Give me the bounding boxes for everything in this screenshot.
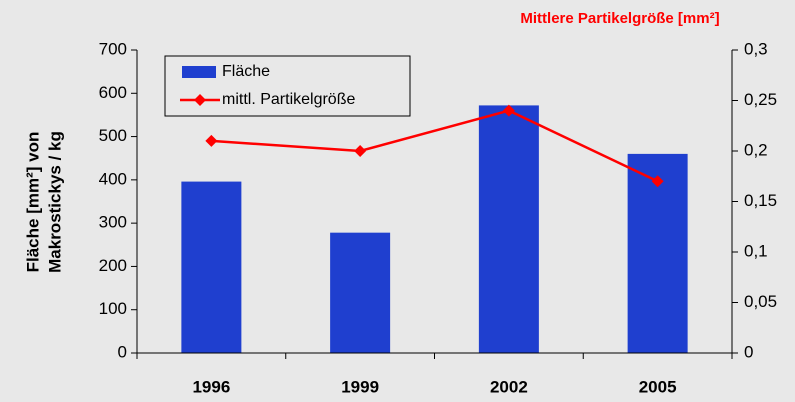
- y-tick-label: 0: [118, 342, 127, 361]
- y-tick-label: 400: [99, 169, 127, 188]
- y2-tick-label: 0,3: [744, 39, 768, 58]
- line: [211, 109, 659, 183]
- line-marker: [205, 134, 218, 147]
- legend: Fläche mittl. Partikelgröße: [164, 55, 411, 117]
- bar: [478, 105, 539, 353]
- x-tick-label: 2002: [490, 377, 528, 396]
- y2-tick-label: 0: [744, 342, 753, 361]
- y-tick-label: 200: [99, 256, 127, 275]
- y-tick-label: 500: [99, 126, 127, 145]
- y-tick-label: 600: [99, 83, 127, 102]
- x-tick-label: 1999: [341, 377, 379, 396]
- y-axis-title-line: Makrostickys / kg: [45, 131, 64, 273]
- legend-marker: [194, 94, 206, 106]
- y2-tick-label: 0,05: [744, 292, 777, 311]
- y-axis-title: Fläche [mm²] von Makrostickys / kg: [23, 131, 64, 273]
- y2-tick-label: 0,1: [744, 241, 768, 260]
- y2-axis-title: Mittlere Partikelgröße [mm²]: [520, 10, 719, 27]
- y2-tick-label: 0,2: [744, 140, 768, 159]
- line-marker: [502, 104, 515, 117]
- line-marker: [354, 145, 367, 157]
- legend-swatch: [182, 66, 216, 78]
- y2-tick-label: 0,25: [744, 90, 777, 109]
- x-tick-label: 1996: [192, 377, 230, 396]
- legend-label: mittl. Partikelgröße: [222, 91, 355, 108]
- line-marker: [651, 175, 664, 188]
- y-tick-label: 300: [99, 213, 127, 232]
- y-axis-title-line: Fläche [mm²] von: [23, 132, 42, 273]
- bar: [330, 232, 391, 353]
- y2-tick-label: 0,15: [744, 191, 777, 210]
- y-tick-label: 100: [99, 299, 127, 318]
- y-tick-label: 700: [99, 39, 127, 58]
- legend-label: Fläche: [222, 63, 270, 80]
- bar: [181, 181, 242, 353]
- x-tick-label: 2005: [639, 377, 677, 396]
